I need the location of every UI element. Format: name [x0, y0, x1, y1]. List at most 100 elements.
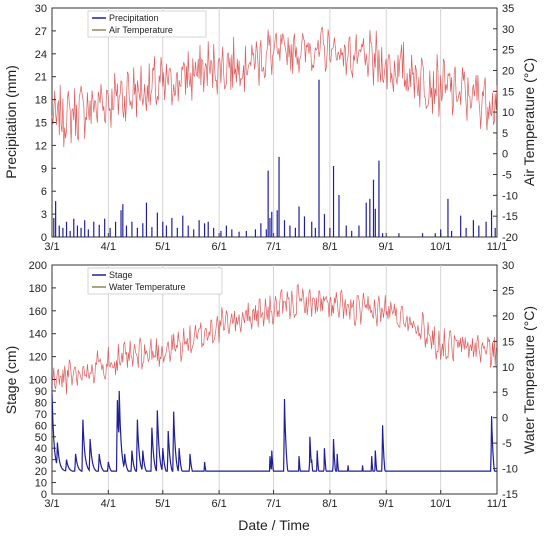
y2-tick-label: 15 — [502, 336, 514, 348]
y-tick-label: 30 — [35, 455, 47, 467]
legend: Stage Water Temperature — [87, 267, 223, 295]
x-tick-labels: 3/1 4/1 5/1 6/1 7/1 8/1 9/1 10/1 11/1 — [44, 241, 507, 253]
y-axis-label: Precipitation (mm) — [3, 65, 19, 179]
y-tick-label: 100 — [29, 375, 47, 387]
legend-label-water-temperature: Water Temperature — [109, 282, 186, 292]
y-tick-label: 24 — [35, 49, 47, 61]
tick-marks — [51, 7, 498, 238]
x-tick-label: 10/1 — [430, 498, 451, 510]
y2-tick-label: -15 — [502, 489, 518, 501]
x-tick-label: 8/1 — [322, 241, 337, 253]
y2-tick-label: 5 — [502, 387, 508, 399]
x-tick-label: 3/1 — [44, 498, 59, 510]
x-tick-label: 6/1 — [211, 498, 226, 510]
y-tick-label: 12 — [35, 140, 47, 152]
x-tick-label: 10/1 — [430, 241, 451, 253]
y2-axis-label: Water Temperature (°C) — [521, 306, 537, 454]
plot-frame — [51, 264, 498, 495]
y-tick-label: 70 — [35, 409, 47, 421]
stage-line — [51, 390, 497, 473]
legend-box — [87, 10, 207, 38]
y-tick-label: 0 — [41, 232, 47, 244]
y-tick-label: 140 — [29, 329, 47, 341]
y2-tick-label: 0 — [502, 149, 508, 161]
y2-tick-label: 30 — [502, 24, 514, 36]
y-tick-label: 10 — [35, 478, 47, 490]
x-tick-label: 3/1 — [44, 241, 59, 253]
x-tick-label: 5/1 — [155, 241, 170, 253]
x-axis-label: Date / Time — [238, 517, 310, 533]
x-tick-label: 4/1 — [101, 241, 116, 253]
y2-tick-label: 15 — [502, 86, 514, 98]
y-tick-labels: 0 3 6 9 12 15 18 21 24 27 30 — [35, 3, 47, 244]
y2-tick-label: 35 — [502, 3, 514, 15]
x-tick-label: 5/1 — [155, 498, 170, 510]
y-tick-label: 90 — [35, 386, 47, 398]
y-tick-label: 60 — [35, 420, 47, 432]
y-tick-label: 9 — [41, 163, 47, 175]
y-tick-label: 6 — [41, 186, 47, 198]
x-tick-labels: 3/1 4/1 5/1 6/1 7/1 8/1 9/1 10/1 11/1 — [44, 498, 507, 510]
x-tick-label: 9/1 — [379, 241, 394, 253]
legend-box — [87, 267, 223, 295]
y2-tick-labels: -20 -15 -10 -5 0 5 10 15 20 25 30 35 — [502, 3, 518, 244]
y2-tick-labels: -15 -10 -5 0 5 10 15 20 25 30 — [502, 260, 518, 501]
y2-tick-label: -10 — [502, 464, 518, 476]
air-temperature-series — [51, 27, 498, 148]
x-tick-label: 8/1 — [322, 498, 337, 510]
legend-label-air-temperature: Air Temperature — [109, 25, 173, 35]
y-tick-label: 120 — [29, 352, 47, 364]
y-axis-label: Stage (cm) — [3, 346, 19, 414]
x-tick-label: 4/1 — [101, 498, 116, 510]
x-tick-label: 9/1 — [379, 498, 394, 510]
water-temperature-series — [51, 283, 498, 395]
y-tick-label: 180 — [29, 283, 47, 295]
y2-tick-label: -5 — [502, 170, 512, 182]
y-tick-label: 200 — [29, 260, 47, 272]
x-gridlines — [107, 8, 442, 237]
y2-tick-label: 0 — [502, 413, 508, 425]
y2-tick-label: 25 — [502, 285, 514, 297]
legend-label-stage: Stage — [109, 270, 133, 280]
y-tick-label: 21 — [35, 72, 47, 84]
legend-label-precipitation: Precipitation — [109, 13, 159, 23]
y-tick-label: 50 — [35, 432, 47, 444]
y-tick-label: 20 — [35, 466, 47, 478]
y2-tick-label: 5 — [502, 128, 508, 140]
y2-tick-label: 10 — [502, 107, 514, 119]
x-gridlines — [107, 265, 442, 494]
y-tick-label: 18 — [35, 95, 47, 107]
x-tick-label: 6/1 — [211, 241, 226, 253]
y2-tick-label: 20 — [502, 65, 514, 77]
panel-precipitation-air-temperature: 3/1 4/1 5/1 6/1 7/1 8/1 9/1 10/1 11/1 0 3 6 9 12 15 18… — [3, 3, 537, 253]
legend: Precipitation Air Temperature — [87, 10, 207, 38]
y2-tick-label: 30 — [502, 260, 514, 272]
y-tick-label: 0 — [41, 489, 47, 501]
y-tick-label: 15 — [35, 118, 47, 130]
y2-tick-label: 20 — [502, 311, 514, 323]
x-tick-label: 7/1 — [266, 498, 281, 510]
y2-axis-label: Air Temperature (°C) — [521, 58, 537, 186]
stage-series — [51, 390, 497, 473]
water-temperature-line — [51, 283, 498, 395]
y-tick-label: 30 — [35, 3, 47, 15]
x-tick-label: 11/1 — [487, 241, 508, 253]
precipitation-series — [53, 79, 496, 237]
tick-marks — [51, 264, 498, 495]
x-tick-label: 7/1 — [266, 241, 281, 253]
panel-stage-water-temperature: 3/1 4/1 5/1 6/1 7/1 8/1 9/1 10/1 11/1 0102030405… — [3, 260, 537, 533]
y2-tick-label: -20 — [502, 232, 518, 244]
y2-tick-label: 25 — [502, 45, 514, 57]
air-temperature-line — [51, 27, 498, 148]
y-tick-label: 27 — [35, 26, 47, 38]
y-tick-label: 3 — [41, 209, 47, 221]
y-tick-label: 80 — [35, 397, 47, 409]
x-tick-label: 11/1 — [487, 498, 508, 510]
y-tick-label: 160 — [29, 306, 47, 318]
y2-tick-label: -15 — [502, 211, 518, 223]
y-tick-label: 40 — [35, 443, 47, 455]
y2-tick-label: -5 — [502, 438, 512, 450]
y2-tick-label: -10 — [502, 190, 518, 202]
